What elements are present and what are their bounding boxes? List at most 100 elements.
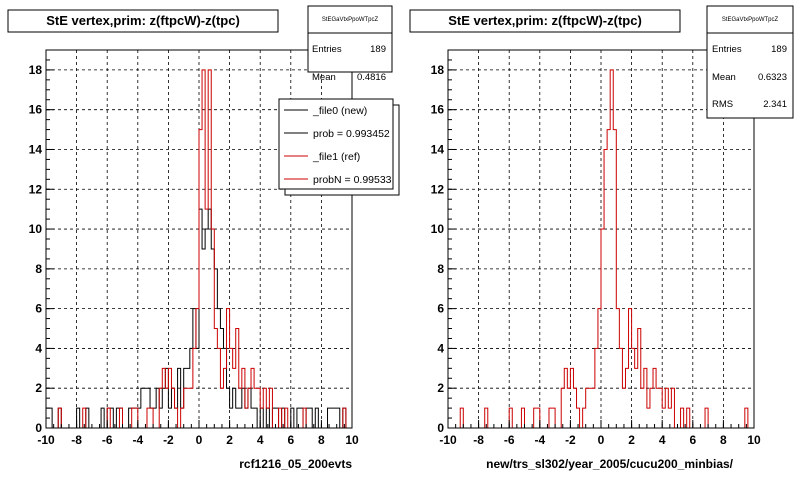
left-bin-file1-ref: [279, 408, 282, 428]
legend-label-probn: probN = 0.99533: [313, 174, 392, 186]
right-bin-file1-ref: [619, 348, 622, 428]
left-stats-box: [307, 5, 393, 73]
left-stats-name: StEGaVtxPpoWTpcZ: [322, 17, 379, 23]
right-stats-mean-label: Mean: [712, 72, 736, 83]
right-y-tick-label: 4: [437, 341, 444, 355]
right-stats-mean-value: 0.6323: [758, 72, 787, 83]
right-stats-entries-value: 189: [771, 44, 787, 55]
right-y-tick-label: 14: [431, 142, 445, 156]
left-bin-file1-ref: [132, 408, 135, 428]
left-bin-file1-ref: [251, 368, 254, 428]
right-bin-file1-ref: [607, 130, 610, 428]
left-y-tick-label: 12: [29, 182, 43, 196]
left-bin-file1-ref: [205, 209, 208, 428]
left-title: StE vertex,prim: z(ftpcW)-z(tpc): [46, 13, 240, 28]
left-x-tick-label: -8: [71, 433, 82, 447]
left-bin-file1-ref: [187, 388, 190, 428]
right-bin-file1-ref: [665, 388, 668, 428]
left-x-tick-label: -6: [102, 433, 113, 447]
legend-label-prob: prob = 0.993452: [313, 128, 390, 140]
right-x-tick-label: -4: [534, 433, 545, 447]
right-bin-file1-ref: [687, 408, 690, 428]
left-y-tick-label: 4: [35, 341, 42, 355]
right-stats-entries-label: Entries: [712, 44, 742, 55]
left-bin-file1-ref: [159, 388, 162, 428]
right-stats-name: StEGaVtxPpoWTpcZ: [722, 17, 779, 23]
left-bin-file1-ref: [217, 348, 220, 428]
legend-box: [278, 98, 394, 190]
left-x-tick-label: 4: [257, 433, 264, 447]
left-histogram-file1-ref: [46, 69, 352, 429]
left-bin-file1-ref: [227, 309, 230, 428]
right-bin-file1-ref: [629, 309, 632, 428]
left-x-tick-label: 10: [345, 433, 359, 447]
left-bin-file1-ref: [162, 368, 165, 428]
right-histogram-pad: -10 -8 -6 -4 -2 0 2 4 6 8 10 0 2 4 6 8 10 12 14 16 18 StE ve…: [409, 5, 794, 471]
right-bin-file1-ref: [604, 149, 607, 428]
left-x-tick-label: 6: [287, 433, 294, 447]
right-stats-rms-label: RMS: [712, 99, 733, 110]
left-bin-file1-ref: [171, 388, 174, 428]
left-stats-entries-label: Entries: [312, 44, 342, 55]
left-bin-file1-ref: [242, 368, 245, 428]
right-x-tick-label: 6: [689, 433, 696, 447]
left-y-tick-label: 14: [29, 142, 43, 156]
right-bin-file1-ref: [681, 408, 684, 428]
right-bin-file1-ref: [570, 368, 573, 428]
left-bin-file0-new: [101, 408, 104, 428]
left-x-tick-label: 8: [318, 433, 325, 447]
legend-label-ref: _file1 (ref): [312, 151, 360, 163]
right-bin-file1-ref: [632, 348, 635, 428]
left-bin-file1-ref: [230, 348, 233, 428]
left-y-tick-label: 6: [35, 302, 42, 316]
left-y-tick-label: 16: [29, 103, 43, 117]
left-y-tick-label: 8: [35, 262, 42, 276]
right-x-tick-label: 2: [628, 433, 635, 447]
left-bin-file0-new: [331, 408, 334, 428]
right-x-tick-label: 4: [659, 433, 666, 447]
left-bin-file1-ref: [184, 388, 187, 428]
left-x-tick-label: 2: [226, 433, 233, 447]
left-title-box: [7, 9, 279, 33]
right-x-axis-label: new/trs_sl302/year_2005/cucu200_minbias/: [486, 457, 733, 471]
right-bin-file1-ref: [622, 388, 625, 428]
left-bin-file1-ref: [208, 70, 211, 428]
left-stats-mean-label: Mean: [312, 72, 336, 83]
left-bin-file1-ref: [190, 388, 193, 428]
right-stats-rms-value: 2.341: [763, 99, 787, 110]
left-bin-file1-ref: [263, 388, 266, 428]
left-stats-entries-value: 189: [370, 44, 386, 55]
right-bin-file1-ref: [589, 388, 592, 428]
left-bin-file1-ref: [285, 408, 288, 428]
right-bin-file1-ref: [616, 309, 619, 428]
left-bin-file0-new: [141, 388, 144, 428]
right-x-tick-label: -6: [504, 433, 515, 447]
right-bin-file1-ref: [671, 388, 674, 428]
right-y-tick-label: 0: [437, 421, 444, 435]
right-histogram-file1-ref: [448, 69, 754, 429]
right-stats-box: [706, 5, 794, 119]
right-bin-file1-ref: [613, 130, 616, 428]
left-bin-file1-ref: [248, 388, 251, 428]
right-y-tick-label: 6: [437, 302, 444, 316]
left-histogram-pad: -10 -8 -6 -4 -2 0 2 4 6 8 10 0 2 4 6 8 10 12 14 16 18 StE ve…: [7, 5, 400, 471]
right-bin-file1-ref: [534, 408, 537, 428]
left-bin-file1-ref: [168, 368, 171, 428]
left-x-tick-label: -4: [132, 433, 143, 447]
right-x-tick-label: 0: [598, 433, 605, 447]
right-bin-file1-ref: [598, 309, 601, 428]
right-bin-file1-ref: [586, 388, 589, 428]
right-bin-file1-ref: [656, 388, 659, 428]
legend-label-new: _file0 (new): [312, 105, 367, 117]
left-x-tick-label: -2: [163, 433, 174, 447]
right-bin-file1-ref: [641, 388, 644, 428]
right-bin-file1-ref: [653, 368, 656, 428]
left-bin-file0-new: [309, 408, 312, 428]
left-y-tick-label: 18: [29, 63, 43, 77]
left-bin-file0-new: [315, 408, 318, 428]
left-bin-file1-ref: [269, 388, 272, 428]
left-y-tick-label: 0: [35, 421, 42, 435]
left-y-tick-label: 10: [29, 222, 43, 236]
right-x-tick-label: -8: [473, 433, 484, 447]
